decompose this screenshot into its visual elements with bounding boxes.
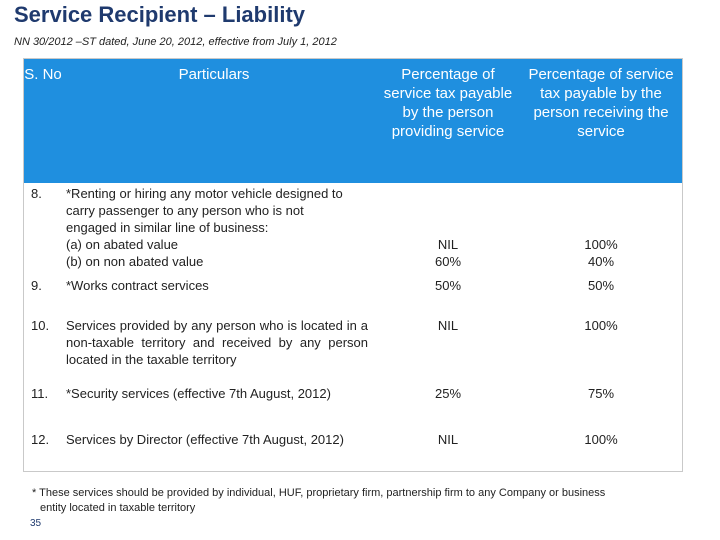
provider-value: NIL [437, 237, 459, 252]
recipient-value: 100% [584, 237, 618, 252]
row-recipient-percentage: 100% 40% [521, 236, 681, 270]
particulars-line: (b) on non abated value [66, 254, 204, 269]
row-sno: 8. [31, 186, 42, 201]
particulars-line: engaged in similar line of business: [66, 220, 269, 235]
page-title: Service Recipient – Liability [14, 2, 306, 27]
row-recipient-percentage: 50% [587, 278, 615, 293]
row-recipient-percentage: 75% [587, 386, 615, 401]
row-particulars: Services provided by any person who is l… [66, 318, 368, 367]
row-provider-percentage: 25% [434, 386, 462, 401]
page-number: 35 [30, 518, 42, 529]
notification-subtitle: NN 30/2012 –ST dated, June 20, 2012, eff… [14, 36, 337, 48]
footnote-line-1: * These services should be provided by i… [32, 487, 606, 499]
row-sno: 11. [31, 386, 49, 401]
row-particulars: *Security services (effective 7th August… [66, 386, 331, 401]
row-sno: 12. [31, 432, 50, 447]
table-header: S. No Particulars Percentage of service … [24, 59, 682, 183]
row-recipient-percentage: 100% [584, 318, 618, 333]
row-sno: 10. [31, 318, 50, 333]
footnote: * These services should be provided by i… [32, 486, 692, 516]
header-particulars: Particulars [178, 66, 250, 83]
provider-value: 60% [434, 254, 462, 269]
recipient-value: 40% [587, 254, 615, 269]
row-recipient-percentage: 100% [584, 432, 618, 447]
header-provider-percentage: Percentage of service tax payable by the… [383, 66, 513, 140]
particulars-line: (a) on abated value [66, 237, 179, 252]
header-sno: S. No [24, 66, 62, 83]
footnote-line-2: entity located in taxable territory [40, 502, 196, 514]
row-provider-percentage: NIL [437, 318, 459, 333]
row-provider-percentage: NIL 60% [381, 236, 515, 270]
header-recipient-percentage: Percentage of service tax payable by the… [528, 66, 674, 140]
row-particulars: *Works contract services [66, 278, 209, 293]
row-provider-percentage: NIL [437, 432, 459, 447]
row-particulars: Services by Director (effective 7th Augu… [66, 432, 344, 447]
row-particulars: *Renting or hiring any motor vehicle des… [66, 185, 368, 270]
liability-table: S. No Particulars Percentage of service … [23, 58, 683, 472]
row-sno: 9. [31, 278, 42, 293]
particulars-line: *Renting or hiring any motor vehicle des… [66, 186, 343, 201]
row-provider-percentage: 50% [434, 278, 462, 293]
particulars-line: carry passenger to any person who is not [66, 203, 304, 218]
